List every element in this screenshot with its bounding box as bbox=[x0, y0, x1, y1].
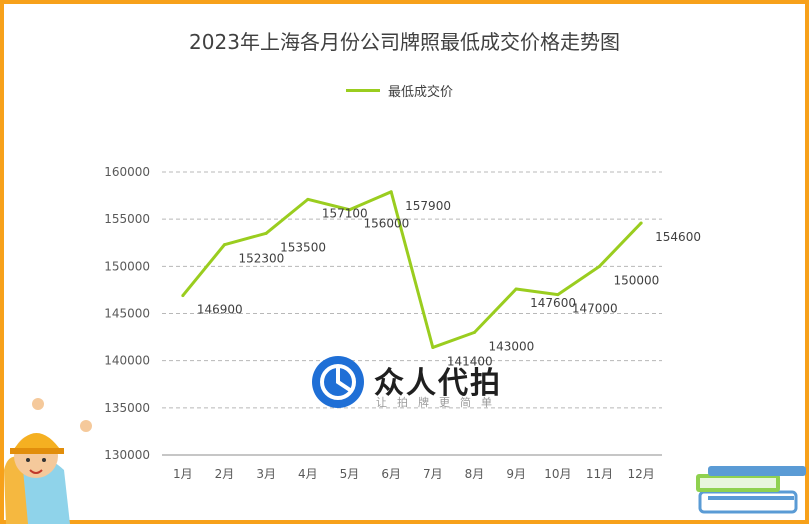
x-tick-label: 1月 bbox=[173, 467, 193, 481]
x-tick-label: 3月 bbox=[256, 467, 276, 481]
data-label: 156000 bbox=[364, 217, 410, 231]
data-label: 147000 bbox=[572, 302, 618, 316]
y-tick-label: 140000 bbox=[104, 354, 150, 368]
data-label: 141400 bbox=[447, 354, 493, 368]
logo-icon bbox=[312, 356, 364, 408]
x-tick-label: 6月 bbox=[381, 467, 401, 481]
data-point bbox=[598, 264, 601, 268]
y-tick-label: 130000 bbox=[104, 448, 150, 462]
data-point bbox=[639, 221, 643, 225]
data-point bbox=[389, 190, 393, 194]
y-tick-label: 150000 bbox=[104, 259, 150, 273]
x-tick-label: 5月 bbox=[340, 467, 360, 481]
data-label: 157100 bbox=[322, 206, 368, 220]
data-point bbox=[514, 287, 518, 291]
watermark-logo: 众人代拍 让拍牌更简单 bbox=[312, 356, 522, 410]
x-tick-label: 10月 bbox=[544, 467, 571, 481]
x-tick-label: 7月 bbox=[423, 467, 443, 481]
x-tick-label: 2月 bbox=[215, 467, 235, 481]
data-label: 152300 bbox=[239, 252, 285, 266]
y-tick-label: 155000 bbox=[104, 212, 150, 226]
gavel-icon bbox=[320, 364, 356, 400]
data-point bbox=[431, 345, 435, 349]
x-tick-label: 11月 bbox=[586, 467, 613, 481]
books-illustration bbox=[696, 466, 806, 514]
legend-label: 最低成交价 bbox=[388, 84, 454, 100]
data-label: 147600 bbox=[530, 296, 576, 310]
watermark-name: 众人代拍 bbox=[374, 366, 502, 401]
legend-swatch bbox=[346, 88, 380, 92]
y-tick-label: 145000 bbox=[104, 307, 150, 321]
data-label: 154600 bbox=[655, 230, 701, 244]
data-point bbox=[348, 208, 351, 212]
data-point bbox=[264, 231, 268, 235]
y-tick-label: 160000 bbox=[104, 165, 150, 179]
x-tick-label: 9月 bbox=[506, 467, 526, 481]
data-label: 150000 bbox=[614, 273, 660, 287]
x-tick-label: 8月 bbox=[465, 467, 485, 481]
data-label: 157900 bbox=[405, 199, 451, 213]
data-label: 153500 bbox=[280, 240, 326, 254]
series-line bbox=[181, 190, 643, 349]
child-illustration bbox=[4, 398, 92, 524]
data-label: 143000 bbox=[489, 339, 535, 353]
data-point bbox=[556, 293, 560, 297]
chart-title: 2023年上海各月份公司牌照最低成交价格走势图 bbox=[189, 30, 620, 54]
watermark-tagline: 让拍牌更简单 bbox=[376, 396, 502, 409]
data-point bbox=[181, 294, 185, 298]
x-tick-label: 4月 bbox=[298, 467, 318, 481]
data-point bbox=[473, 330, 476, 334]
data-label: 146900 bbox=[197, 303, 243, 317]
y-tick-label: 135000 bbox=[104, 401, 150, 415]
data-point bbox=[306, 197, 310, 201]
chart-legend: 最低成交价 bbox=[346, 80, 453, 100]
data-point bbox=[223, 243, 226, 247]
x-tick-label: 12月 bbox=[628, 467, 655, 481]
